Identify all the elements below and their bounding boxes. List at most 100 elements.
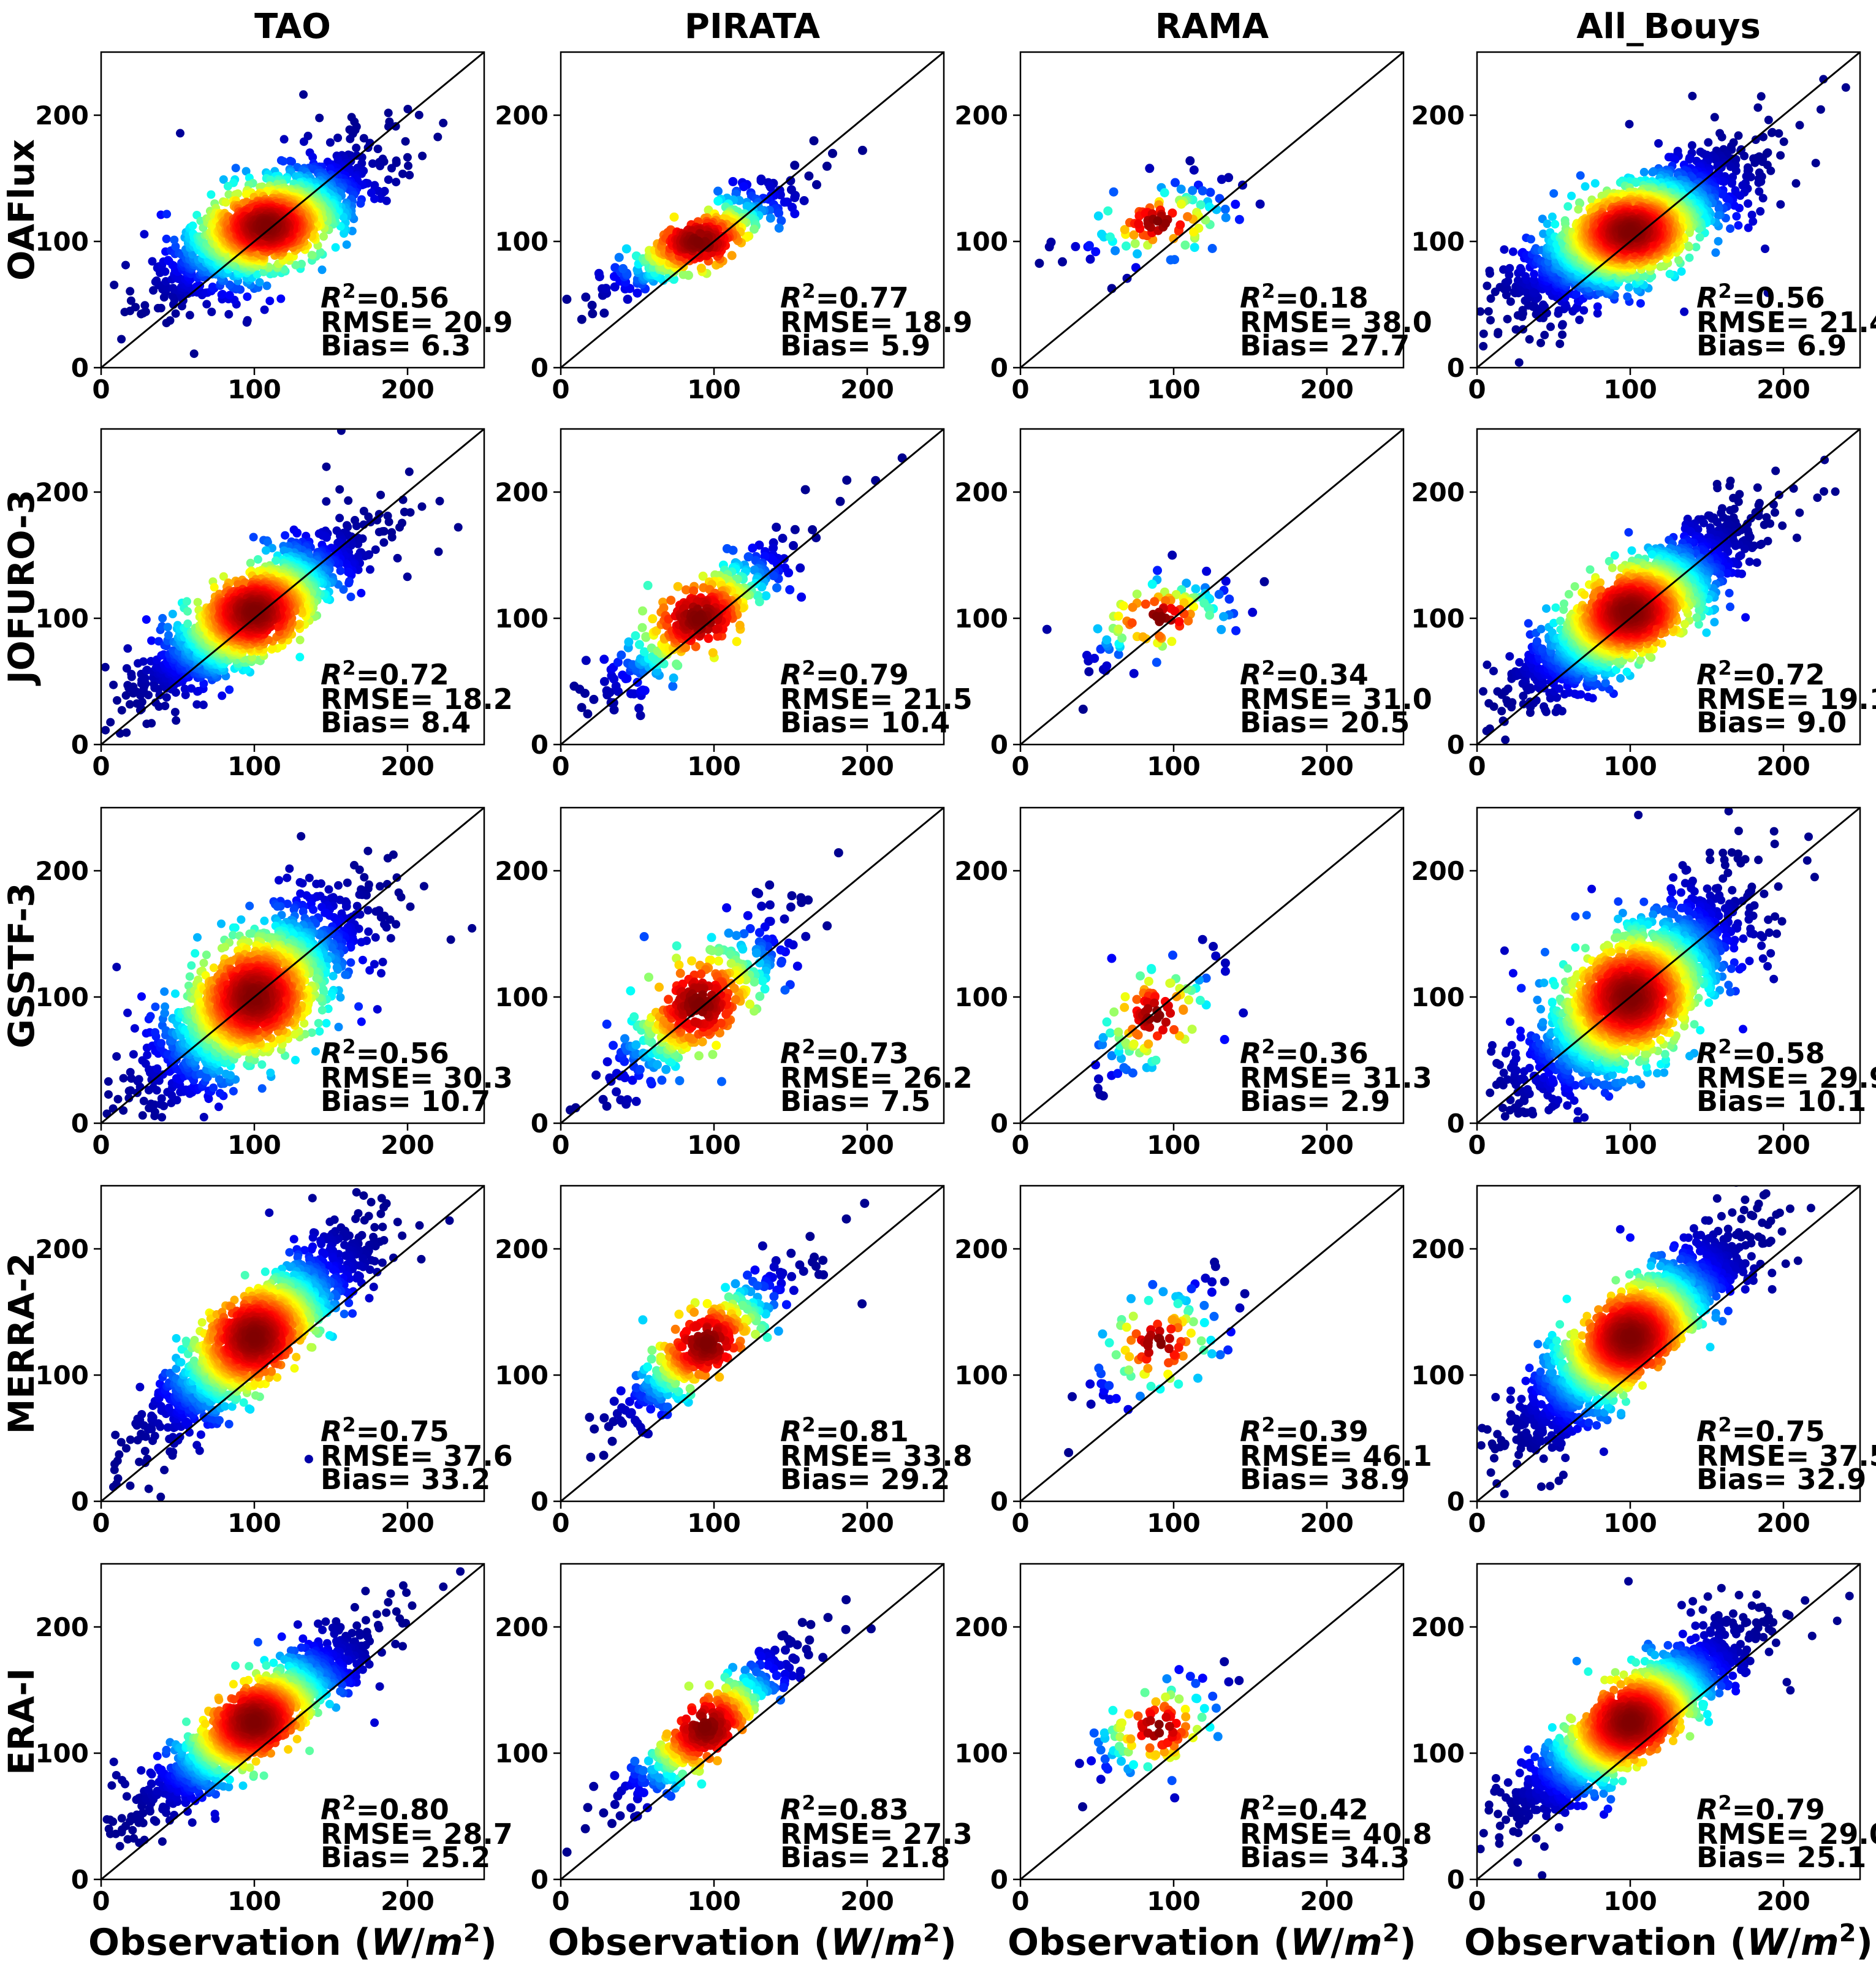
scatter-point [241, 190, 251, 199]
scatter-point [1726, 224, 1735, 233]
scatter-point [346, 134, 355, 143]
scatter-point [1546, 322, 1555, 332]
x-tick-label: 100 [227, 374, 281, 404]
scatter-point [260, 305, 269, 314]
rmse-stat: RMSE= 18.9 [780, 306, 973, 339]
scatter-point [1505, 270, 1514, 279]
scatter-point [1190, 243, 1199, 252]
scatter-point [1085, 254, 1095, 264]
scatter-point [1567, 191, 1576, 200]
scatter-point [325, 138, 335, 147]
scatter-point [621, 244, 631, 254]
x-tick-label: 0 [92, 374, 110, 404]
scatter-point [669, 212, 679, 222]
scatter-point [1530, 270, 1539, 279]
scatter-point [1753, 103, 1763, 112]
scatter-point [1180, 240, 1190, 250]
scatter-point [117, 706, 126, 715]
scatter-point [141, 307, 150, 316]
scatter-point [376, 490, 385, 499]
scatter-point [1574, 205, 1583, 214]
scatter-point [1575, 316, 1584, 324]
scatter-point [1816, 105, 1825, 114]
scatter-point [1636, 299, 1645, 308]
scatter-point [405, 170, 414, 180]
row-label: GSSTF-3 [1, 882, 42, 1048]
scatter-point [317, 265, 327, 275]
scatter-point [1518, 306, 1527, 315]
bias-stat: Bias= 27.7 [1240, 329, 1410, 362]
scatter-point [1551, 219, 1560, 229]
scatter-point [1742, 172, 1751, 181]
scatter-point [1084, 241, 1094, 251]
scatter-point [790, 161, 800, 170]
row-label: ERA-I [1, 1668, 42, 1775]
scatter-point [404, 467, 414, 476]
scatter-point [780, 197, 789, 207]
scatter-point [1153, 216, 1163, 226]
scatter-point [172, 716, 181, 725]
scatter-point [577, 314, 587, 324]
scatter-point [393, 414, 401, 423]
scatter-point [809, 136, 819, 146]
one-to-one-line [1020, 51, 1404, 369]
scatter-point [1503, 314, 1512, 324]
scatter-point [1103, 206, 1113, 216]
scatter-point [1105, 232, 1115, 242]
scatter-point [319, 232, 328, 241]
y-tick-label: 200 [35, 100, 89, 131]
scatter-point [356, 199, 365, 208]
scatter-point [219, 175, 228, 184]
scatter-point [1671, 155, 1680, 164]
scatter-point [1189, 165, 1199, 175]
scatter-point [1505, 263, 1514, 273]
scatter-point [618, 263, 628, 273]
scatter-point [1207, 244, 1217, 253]
scatter-point [384, 175, 393, 184]
scatter-point [224, 190, 234, 199]
scatter-point [1176, 184, 1186, 194]
scatter-point [1756, 92, 1766, 101]
x-tick-label: 200 [1756, 374, 1810, 404]
scatter-point [336, 429, 346, 435]
scatter-point [232, 283, 241, 292]
one-to-one-line [101, 51, 485, 369]
scatter-point [1231, 199, 1240, 209]
scatter-point [1738, 181, 1747, 190]
plot-frame [1019, 51, 1405, 369]
scatter-point [1529, 301, 1538, 309]
column-title: All_Bouys [1576, 7, 1761, 47]
scatter-point [379, 538, 389, 547]
bias-stat: Bias= 5.9 [780, 329, 930, 362]
scatter-point [713, 196, 723, 206]
scatter-point [276, 294, 286, 303]
scatter-point [632, 288, 642, 298]
scatter-point [1744, 199, 1753, 208]
scatter-point [395, 523, 404, 532]
scatter-point [234, 189, 243, 198]
bias-stat: Bias= 6.9 [1696, 329, 1847, 362]
x-tick-label: 100 [687, 374, 741, 404]
scatter-point [318, 531, 327, 540]
scatter-point [1486, 316, 1495, 325]
scatter-point [1539, 300, 1548, 309]
scatter-point [1732, 212, 1741, 221]
scatter-point [131, 303, 140, 312]
scatter-point [1168, 208, 1177, 218]
scatter-point [588, 309, 598, 319]
scatter-point [1774, 129, 1783, 138]
scatter-point [1543, 219, 1552, 229]
one-to-one-line [560, 51, 944, 369]
scatter-point [117, 335, 126, 344]
scatter-point [433, 132, 442, 142]
scatter-point [307, 251, 316, 260]
scatter-point [315, 113, 324, 123]
scatter-point [218, 691, 227, 700]
scatter-point [728, 176, 738, 186]
scatter-point [292, 529, 302, 538]
scatter-point [113, 696, 121, 705]
scatter-point [1688, 91, 1697, 100]
scatter-point [291, 260, 300, 270]
scatter-point [218, 290, 227, 298]
scatter-point [101, 662, 110, 672]
